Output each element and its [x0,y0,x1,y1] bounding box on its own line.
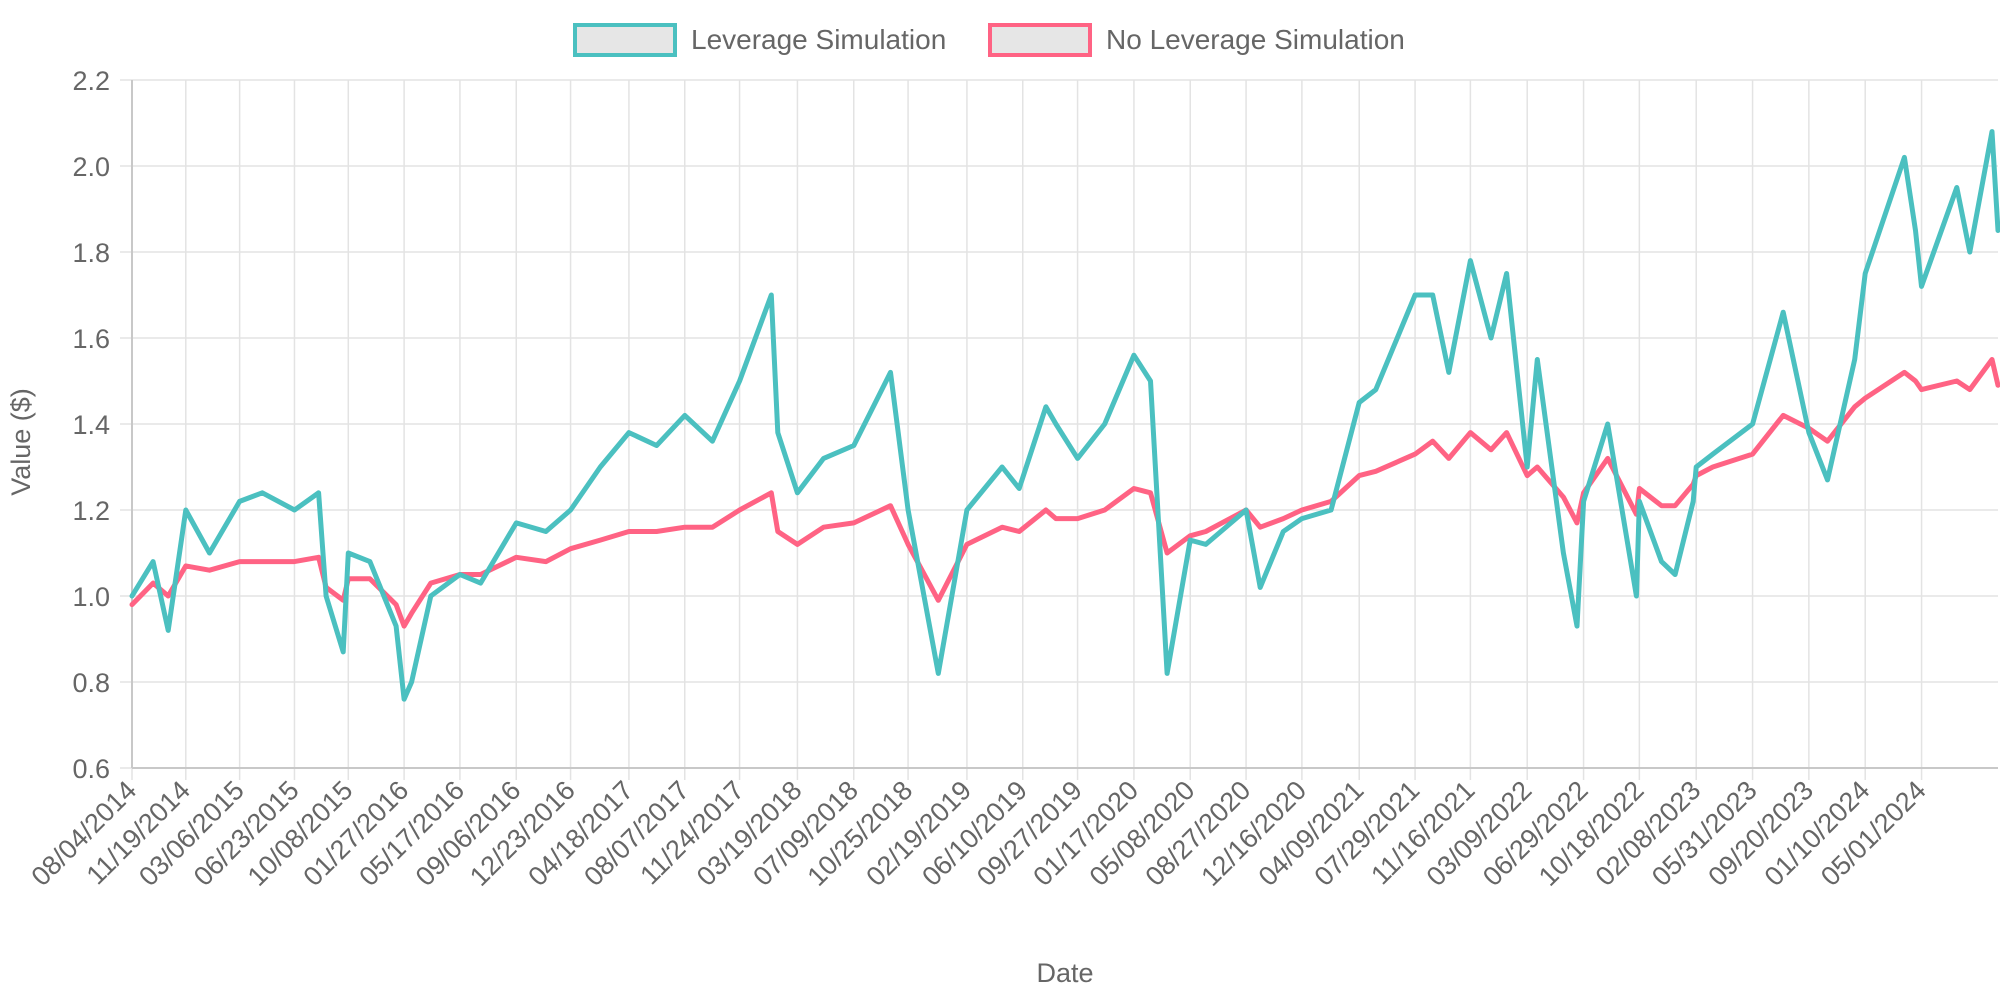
series-line-no-leverage-simulation [129,357,2000,629]
y-tick-label: 1.8 [72,238,110,268]
y-axis-title: Value ($) [6,388,36,496]
y-tick-label: 0.6 [72,754,110,784]
y-tick-label: 0.8 [72,668,110,698]
x-axis-title: Date [1036,958,1093,988]
y-tick-label: 1.0 [72,582,110,612]
y-tick-label: 2.2 [72,66,110,96]
grid [120,79,1998,780]
legend-item-leverage-simulation[interactable]: Leverage Simulation [573,23,946,57]
series-layer [129,129,2000,702]
legend: Leverage Simulation No Leverage Simulatio… [573,23,1405,57]
legend-item-no-leverage-simulation[interactable]: No Leverage Simulation [988,23,1405,57]
legend-label: Leverage Simulation [691,24,946,55]
x-axis-ticks: 08/04/201411/19/201403/06/201506/23/2015… [25,775,1931,892]
axes [131,80,1998,769]
y-tick-label: 1.4 [72,410,110,440]
legend-swatch [988,23,1092,57]
y-tick-label: 1.2 [72,496,110,526]
legend-swatch [573,23,677,57]
y-tick-label: 2.0 [72,152,110,182]
y-tick-label: 1.6 [72,324,110,354]
y-axis-ticks: 0.6 0.8 1.0 1.2 1.4 1.6 1.8 2.0 2.2 [72,66,110,784]
series-line-leverage-simulation [129,129,2000,702]
legend-label: No Leverage Simulation [1106,24,1405,55]
